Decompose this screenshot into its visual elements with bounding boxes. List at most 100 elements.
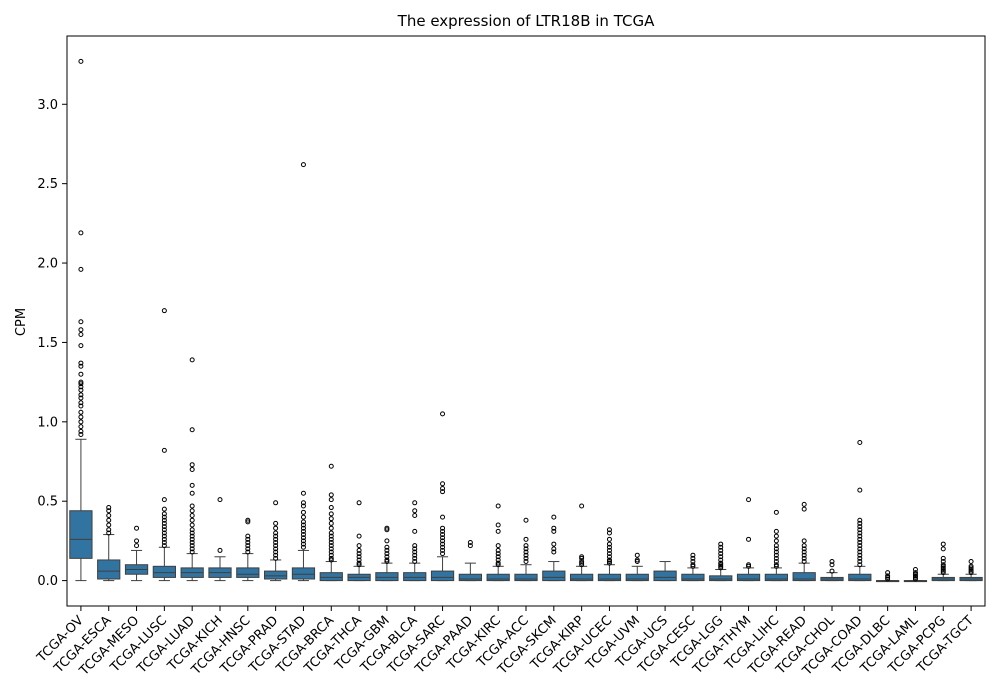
outlier-point xyxy=(384,538,390,544)
outlier-point xyxy=(356,557,362,563)
outlier-point xyxy=(801,559,807,565)
outlier-point xyxy=(634,552,640,558)
outlier-point xyxy=(300,528,306,534)
outlier-point xyxy=(579,503,585,509)
outlier-point xyxy=(440,535,446,541)
outlier-point xyxy=(440,541,446,547)
outlier-point xyxy=(773,538,779,544)
outlier-point xyxy=(356,543,362,549)
box-tcga-gbm xyxy=(375,525,399,582)
box-iqr xyxy=(291,567,316,580)
outlier-point xyxy=(384,525,390,531)
outlier-point xyxy=(78,384,84,390)
box-tcga-kich xyxy=(208,497,232,582)
outlier-point xyxy=(606,560,612,566)
outlier-point xyxy=(606,547,612,553)
outlier-point xyxy=(523,555,529,561)
outlier-point xyxy=(440,551,446,557)
plot-frame xyxy=(66,35,986,607)
outlier-point xyxy=(273,549,279,555)
outlier-point xyxy=(189,530,195,536)
outlier-point xyxy=(801,552,807,558)
outlier-point xyxy=(245,549,251,555)
box-iqr xyxy=(736,573,761,582)
outlier-point xyxy=(412,528,418,534)
outlier-point xyxy=(523,543,529,549)
outlier-point xyxy=(968,570,974,576)
box-tcga-esca xyxy=(97,505,121,582)
outlier-point xyxy=(495,557,501,563)
outlier-point xyxy=(189,543,195,549)
outlier-point xyxy=(606,557,612,563)
outlier-point xyxy=(384,527,390,533)
outlier-point xyxy=(968,568,974,574)
outlier-point xyxy=(801,543,807,549)
box-iqr xyxy=(236,567,260,578)
outlier-point xyxy=(885,576,891,582)
outlier-point xyxy=(189,462,195,468)
box-iqr xyxy=(542,570,566,582)
outlier-point xyxy=(440,538,446,544)
outlier-point xyxy=(300,514,306,520)
outlier-point xyxy=(718,560,724,566)
outlier-point xyxy=(857,543,863,549)
outlier-point xyxy=(606,541,612,547)
outlier-point xyxy=(773,546,779,552)
outlier-point xyxy=(523,549,529,555)
outlier-point xyxy=(634,557,640,563)
outlier-point xyxy=(440,481,446,487)
box-iqr xyxy=(69,510,93,559)
outlier-point xyxy=(328,533,334,539)
outlier-point xyxy=(940,555,946,561)
outlier-point xyxy=(940,568,946,574)
outlier-point xyxy=(356,551,362,557)
outlier-point xyxy=(189,482,195,488)
outlier-point xyxy=(161,308,167,314)
outlier-point xyxy=(440,528,446,534)
box-iqr xyxy=(764,573,788,582)
y-tick-label: 3.0 xyxy=(37,98,58,113)
outlier-point xyxy=(161,447,167,453)
outlier-point xyxy=(412,559,418,565)
outlier-point xyxy=(606,544,612,550)
outlier-point xyxy=(912,566,918,572)
outlier-point xyxy=(440,489,446,495)
outlier-point xyxy=(495,551,501,557)
outlier-point xyxy=(161,506,167,512)
box-tcga-coad xyxy=(848,439,872,582)
outlier-point xyxy=(134,525,140,531)
outlier-point xyxy=(467,543,473,549)
box-iqr xyxy=(264,570,288,580)
outlier-point xyxy=(746,536,752,542)
outlier-point xyxy=(106,505,112,511)
outlier-point xyxy=(885,570,891,576)
outlier-point xyxy=(606,536,612,542)
outlier-point xyxy=(579,554,585,560)
outlier-point xyxy=(551,549,557,555)
outlier-point xyxy=(78,363,84,369)
outlier-point xyxy=(300,532,306,538)
outlier-point xyxy=(300,500,306,506)
outlier-point xyxy=(328,539,334,545)
outlier-point xyxy=(801,555,807,561)
outlier-point xyxy=(328,516,334,522)
outlier-point xyxy=(523,552,529,558)
outlier-point xyxy=(245,539,251,545)
box-tcga-ucs xyxy=(653,561,677,582)
outlier-point xyxy=(161,517,167,523)
outlier-point xyxy=(857,439,863,445)
outlier-point xyxy=(773,543,779,549)
outlier-point xyxy=(328,557,334,563)
outlier-point xyxy=(189,508,195,514)
outlier-point xyxy=(300,490,306,496)
outlier-point xyxy=(189,527,195,533)
outlier-point xyxy=(356,547,362,553)
box-iqr xyxy=(597,573,622,582)
outlier-point xyxy=(245,536,251,542)
box-iqr xyxy=(681,573,705,582)
outlier-point xyxy=(328,497,334,503)
outlier-point xyxy=(579,562,585,568)
outlier-point xyxy=(912,571,918,577)
outlier-point xyxy=(495,554,501,560)
